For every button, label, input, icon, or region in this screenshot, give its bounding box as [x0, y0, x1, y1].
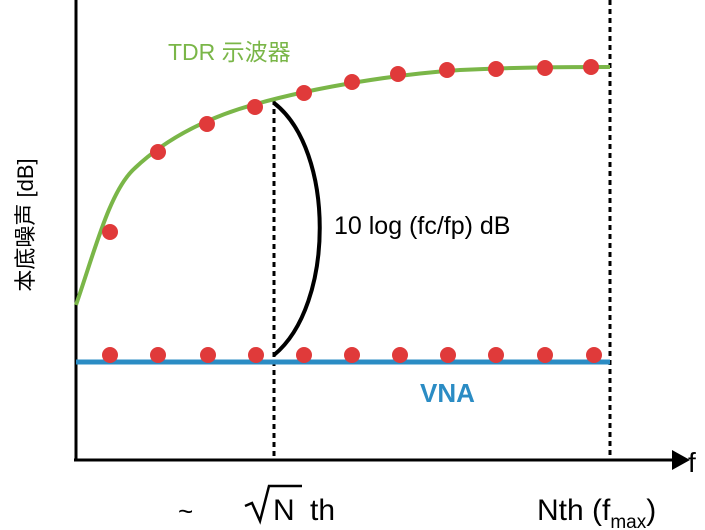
sample-dot: [439, 62, 455, 78]
nth-subscript: max: [610, 512, 646, 530]
sample-dot: [199, 116, 215, 132]
sqrt-n-label: N: [273, 494, 295, 527]
sample-dot: [537, 347, 553, 363]
sample-dot: [150, 144, 166, 160]
sqrt-sign: [244, 484, 302, 525]
sample-dot: [248, 347, 264, 363]
gap-arc: [272, 101, 322, 357]
curve-label: TDR 示波器: [168, 39, 291, 65]
y-axis-label: 本底噪声 [dB]: [13, 158, 38, 291]
tdr-curve: [74, 65, 611, 306]
sample-dot: [537, 60, 553, 76]
sample-dot: [247, 99, 263, 115]
sample-dot: [296, 347, 312, 363]
nth-label: Nth (fmax): [537, 494, 656, 530]
sample-dot: [344, 347, 360, 363]
tilde-label: ~: [178, 496, 193, 526]
sample-dot: [102, 224, 118, 240]
sample-dot: [390, 66, 406, 82]
sample-dot: [102, 347, 118, 363]
nth-close: ): [646, 494, 656, 527]
sample-dot: [586, 347, 602, 363]
sample-dot: [150, 347, 166, 363]
sqrt-suffix-label: th: [310, 494, 335, 527]
x-axis-label: f: [688, 447, 696, 478]
sample-dot: [583, 59, 599, 75]
sample-dot: [488, 347, 504, 363]
sample-points: [102, 59, 602, 363]
sample-dot: [296, 85, 312, 101]
sample-dot: [344, 74, 360, 90]
sample-dot: [488, 61, 504, 77]
sample-dot: [392, 347, 408, 363]
sample-dot: [200, 347, 216, 363]
gap-label: 10 log (fc/fp) dB: [334, 212, 510, 240]
sample-dot: [440, 347, 456, 363]
x-axis-arrow: [672, 450, 690, 470]
nth-text: Nth (f: [537, 494, 611, 527]
line-label: VNA: [420, 378, 475, 408]
